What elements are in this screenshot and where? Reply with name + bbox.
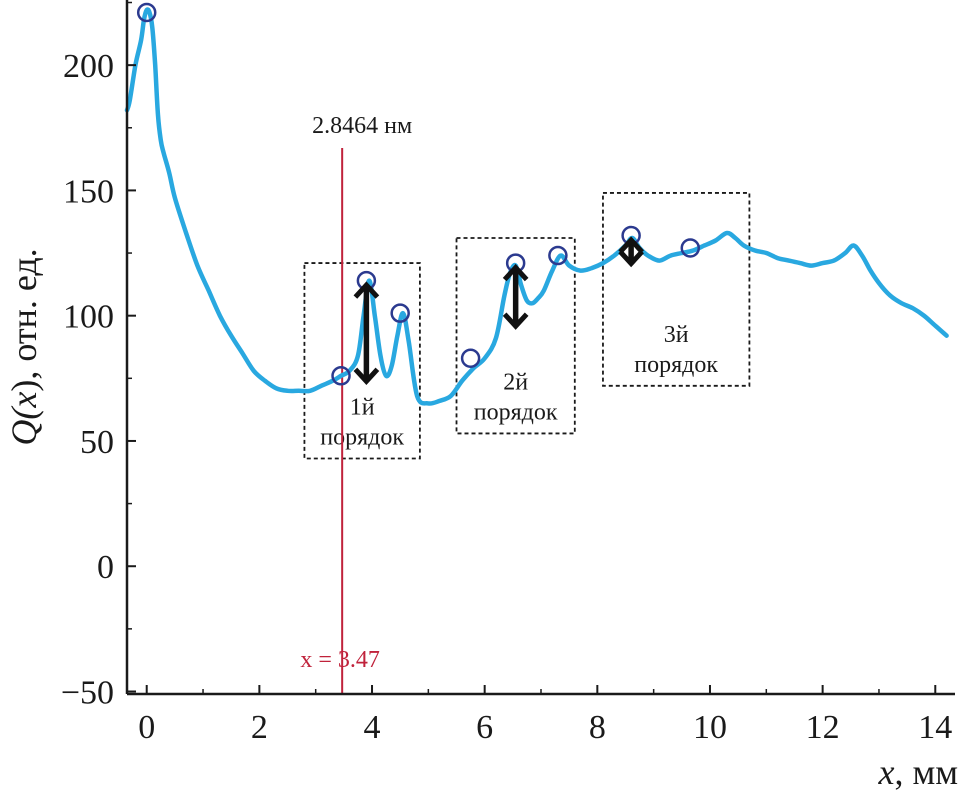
order-box-label-number: 2й — [503, 369, 528, 395]
x-axis-title-var: x — [877, 752, 894, 792]
double-arrow — [618, 236, 644, 268]
y-axis-title: Q(x), отн. ед. — [4, 248, 44, 445]
plot-area: 1й порядок 2й порядок 3й порядок 2.8464 нм x =… — [124, 2, 949, 694]
x-tick-label: 10 — [693, 709, 727, 746]
peak-marker — [331, 366, 351, 386]
y-tick-label: 200 — [63, 48, 114, 85]
x-tick-label: 6 — [476, 709, 493, 746]
y-axis-title-var-x: x — [4, 392, 44, 409]
peak-marker — [548, 245, 568, 266]
double-arrow-head-top — [618, 236, 644, 254]
double-arrow-head-top — [502, 263, 529, 282]
order-box — [602, 192, 751, 387]
double-arrow — [353, 281, 380, 386]
series-line — [124, 7, 949, 406]
x-axis-title-unit: , мм — [894, 752, 958, 792]
peak-marker — [136, 2, 157, 23]
y-tick-label: 0 — [97, 549, 114, 586]
order-box-label-word: порядок — [634, 352, 718, 378]
peak-marker — [390, 303, 410, 323]
peak-marker — [460, 348, 481, 369]
peak-marker — [680, 238, 701, 258]
double-arrow-head-top — [353, 281, 380, 299]
x-tick-label: 12 — [806, 709, 840, 746]
order-box — [455, 237, 576, 435]
x-tick-label: 14 — [918, 709, 952, 746]
peak-markers — [136, 2, 701, 386]
double-arrow-head-bottom — [618, 249, 644, 268]
y-tick-label: 100 — [63, 299, 114, 336]
y-tick-label: −50 — [61, 674, 114, 711]
double-arrows — [353, 236, 644, 386]
x-axis-title: x, мм — [877, 752, 958, 792]
double-arrow — [502, 263, 529, 330]
x-tick-label: 4 — [364, 709, 381, 746]
vertical-line-bottom-label: x = 3.47 — [300, 647, 380, 673]
double-arrow-head-bottom — [353, 367, 380, 386]
vertical-line-top-label: 2.8464 нм — [312, 113, 412, 139]
y-tick-label: 150 — [63, 173, 114, 210]
vertical-line-group: 2.8464 нм x = 3.47 — [300, 113, 412, 694]
y-tick-label: 50 — [80, 424, 114, 461]
order-box-label-number: 1й — [350, 394, 375, 420]
y-axis-title-var-close: ) — [4, 380, 44, 392]
x-tick-label: 8 — [589, 709, 606, 746]
y-ticks: −50 0 50 100 150 200 — [61, 1, 136, 711]
y-axis-title-var-open: Q( — [4, 406, 44, 446]
x-tick-label: 2 — [251, 709, 268, 746]
order-box-label-word: порядок — [474, 399, 558, 425]
x-ticks: 0 2 4 6 8 10 12 14 — [138, 685, 952, 746]
x-tick-label: 0 — [138, 709, 155, 746]
order-box-label-word: порядок — [320, 424, 404, 450]
double-arrow-head-bottom — [502, 312, 529, 330]
annotation-boxes: 1й порядок 2й порядок 3й порядок — [303, 192, 751, 460]
axes: −50 0 50 100 150 200 0 2 4 6 8 10 12 14 — [61, 0, 955, 746]
order-box-label-number: 3й — [664, 322, 689, 348]
y-axis-title-unit: , отн. ед. — [4, 248, 44, 379]
order-box — [303, 262, 421, 460]
